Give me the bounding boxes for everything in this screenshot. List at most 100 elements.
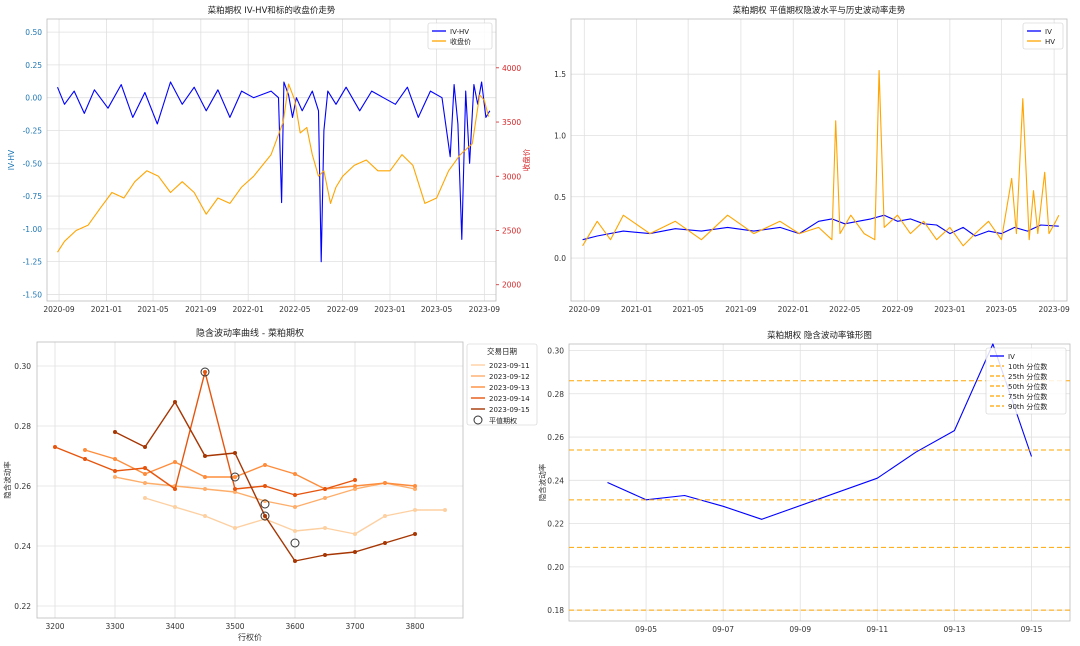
y-tick-label: 0.18 — [547, 606, 564, 615]
plot-frame — [568, 343, 1071, 622]
smile-point — [293, 493, 297, 497]
smile-point — [113, 469, 117, 473]
x-tick-label: 2022-09 — [882, 305, 914, 314]
x-tick-label: 2022-01 — [778, 305, 810, 314]
chart-3: 3200 3300 3400 3500 3600 3700 3800 0.30 0.28 0.26… — [2, 327, 538, 642]
chart-title: 菜粕期权 平值期权隐波水平与历史波动率走势 — [733, 5, 906, 16]
smile-point — [173, 487, 177, 491]
y-tick-label: 0.22 — [14, 602, 31, 611]
smile-point — [263, 484, 267, 488]
y-tick-label: -0.50 — [23, 159, 43, 168]
smile-point — [203, 370, 207, 374]
smile-point — [173, 460, 177, 464]
smile-point — [203, 454, 207, 458]
smile-point — [323, 496, 327, 500]
legend-label: 2023-09-11 — [489, 362, 530, 370]
x-tick-label: 3400 — [165, 622, 184, 631]
x-axis-label: 行权价 — [238, 632, 262, 642]
smile-point — [413, 487, 417, 491]
y-tick-label: 0.24 — [14, 542, 31, 551]
legend-label: 10th 分位数 — [1008, 362, 1047, 371]
y-tick-label: 0.26 — [547, 433, 564, 442]
y-axis-label: 隐含波动率 — [2, 461, 12, 499]
y-tick-label: 0.25 — [25, 61, 42, 70]
chart-title: 菜粕期权 IV-HV和标的收盘价走势 — [208, 5, 336, 16]
smile-point — [143, 445, 147, 449]
x-tick-label: 2020-09 — [43, 305, 75, 314]
plot-frame — [36, 341, 464, 619]
atm-marker — [260, 499, 270, 509]
smile-point — [413, 532, 417, 536]
smile-point — [323, 526, 327, 530]
smile-point — [293, 472, 297, 476]
y2-axis-label: 收盘价 — [521, 148, 531, 171]
y-tick-label: 0.28 — [14, 422, 31, 431]
x-tick-label: 2021-01 — [621, 305, 653, 314]
chart-1: 2020-09 2021-01 2021-05 2021-09 2022-01 2022-… — [7, 5, 531, 314]
smile-point — [83, 457, 87, 461]
smile-point — [293, 505, 297, 509]
x-tick-label: 3200 — [45, 622, 64, 631]
series-line-2 — [57, 83, 490, 253]
smile-point — [263, 514, 267, 518]
smile-point — [323, 487, 327, 491]
legend-label: 25th 分位数 — [1008, 372, 1047, 381]
smile-point — [203, 487, 207, 491]
x-tick-label: 2021-01 — [91, 305, 123, 314]
y2-tick-label: 3000 — [502, 172, 521, 181]
smile-point — [443, 508, 447, 512]
series-line-1 — [607, 343, 1033, 520]
x-tick-label: 2023-09 — [469, 305, 501, 314]
y-tick-label: -1.25 — [23, 258, 43, 267]
x-tick-label: 2023-01 — [374, 305, 406, 314]
smile-point — [353, 550, 357, 554]
smile-point — [113, 475, 117, 479]
y-tick-label: -1.00 — [23, 225, 43, 234]
legend-label: 50th 分位数 — [1008, 382, 1047, 391]
y-tick-label: 0.22 — [547, 520, 564, 529]
x-tick-label: 3600 — [285, 622, 304, 631]
legend-box — [985, 347, 1067, 415]
legend-label: 2023-09-14 — [489, 395, 530, 403]
x-tick-label: 2021-05 — [137, 305, 169, 314]
smile-point — [203, 514, 207, 518]
y-tick-label: 1.5 — [554, 70, 566, 79]
chart-title: 隐含波动率曲线 - 菜粕期权 — [196, 327, 304, 339]
x-tick-label: 09-13 — [943, 625, 965, 634]
legend-label: IV-HV — [450, 28, 469, 36]
series-line-1 — [582, 214, 1059, 241]
x-tick-label: 09-15 — [1021, 625, 1043, 634]
smile-point — [233, 475, 237, 479]
smile-point — [113, 457, 117, 461]
smile-point — [173, 505, 177, 509]
x-tick-label: 2023-05 — [421, 305, 453, 314]
legend-box — [427, 22, 493, 50]
y-tick-label: 1.0 — [554, 131, 566, 140]
series-line-2 — [582, 69, 1060, 247]
x-tick-label: 2022-09 — [327, 305, 359, 314]
legend-label: IV — [1045, 28, 1052, 36]
atm-marker — [260, 511, 270, 521]
x-tick-label: 2021-05 — [672, 305, 704, 314]
smile-point — [383, 541, 387, 545]
y2-tick-label: 4000 — [502, 64, 521, 73]
x-tick-label: 2022-01 — [233, 305, 265, 314]
smile-point — [143, 496, 147, 500]
y-tick-label: 0.30 — [14, 362, 31, 371]
smile-point — [383, 514, 387, 518]
y-tick-label: -0.25 — [23, 126, 43, 135]
y-axis-label: IV-HV — [7, 149, 16, 170]
chart-4: 09-05 09-07 09-09 09-11 09-13 09-15 0.30 0.28 0.… — [537, 330, 1071, 634]
y2-tick-label: 2000 — [502, 281, 521, 290]
chart-2: 2020-09 2021-01 2021-05 2021-09 2022-01 2022-… — [554, 5, 1070, 314]
atm-marker — [230, 472, 240, 482]
smile-point — [383, 481, 387, 485]
y-tick-label: 0.20 — [547, 563, 564, 572]
x-tick-label: 2023-09 — [1038, 305, 1070, 314]
smile-point — [353, 532, 357, 536]
smile-line-3 — [84, 449, 416, 490]
y-tick-label: 0.5 — [554, 193, 566, 202]
smile-point — [353, 487, 357, 491]
